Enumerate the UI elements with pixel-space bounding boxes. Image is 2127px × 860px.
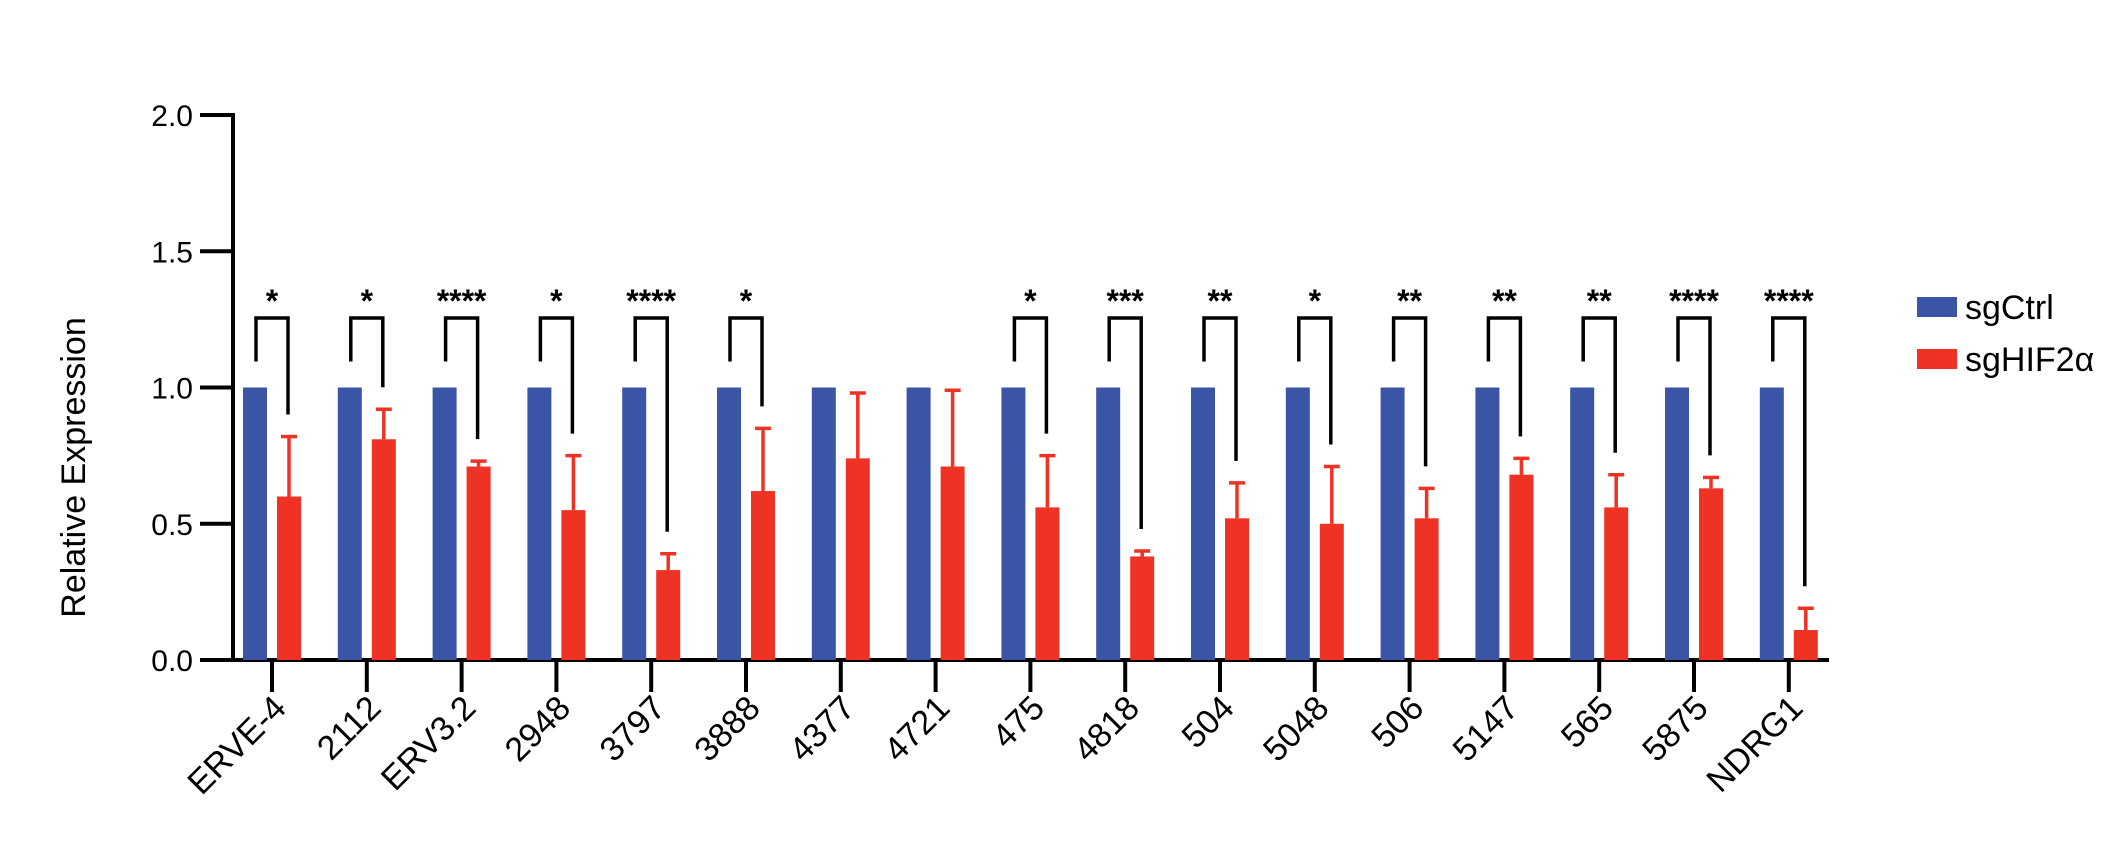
bar-sgctrl xyxy=(622,387,647,660)
significance-label: * xyxy=(550,283,563,319)
x-tick-label: NDRG1 xyxy=(1699,689,1810,800)
bar-sghif2a xyxy=(845,458,870,660)
x-tick-label: 4721 xyxy=(877,689,957,769)
x-tick-label: 5048 xyxy=(1256,689,1336,769)
bar-sghif2a xyxy=(371,439,396,660)
x-tick-label: 504 xyxy=(1175,689,1242,756)
x-tick-label: 506 xyxy=(1364,689,1431,756)
bar-sgctrl xyxy=(1759,387,1784,660)
significance-label: **** xyxy=(1669,283,1719,319)
bar-sgctrl xyxy=(337,387,362,660)
y-tick-label: 1.0 xyxy=(151,373,193,406)
significance-label: * xyxy=(1309,283,1322,319)
legend-swatch-sgctrl xyxy=(1917,297,1957,317)
significance-label: ** xyxy=(1492,283,1517,319)
significance-label: **** xyxy=(626,283,676,319)
x-tick-label: 3888 xyxy=(687,689,767,769)
bar-sghif2a xyxy=(1414,518,1439,660)
bar-sghif2a xyxy=(1699,488,1723,660)
significance-bracket xyxy=(1012,316,1049,434)
bars-layer xyxy=(243,387,1818,660)
significance-label: * xyxy=(1024,283,1037,319)
significance-bracket xyxy=(1486,316,1523,437)
significance-bracket xyxy=(728,316,764,407)
bar-sghif2a xyxy=(1509,474,1534,660)
significance-label: * xyxy=(740,283,753,319)
x-tick-label: 2948 xyxy=(498,689,578,769)
x-tick-label: 5147 xyxy=(1446,689,1526,769)
x-tick-label: ERVE-4 xyxy=(180,689,293,802)
bar-sgctrl xyxy=(1285,387,1310,660)
bar-sghif2a xyxy=(1130,556,1155,660)
significance-label: **** xyxy=(437,283,487,319)
significance-label: * xyxy=(266,283,279,319)
significance-label: ** xyxy=(1208,283,1233,319)
bar-sgctrl xyxy=(717,387,741,660)
bar-sgctrl xyxy=(1570,387,1595,660)
significance-bracket xyxy=(1107,316,1143,529)
axes-layer: 0.0 0.5 1.0 1.5 2.0 Relative Expression ERVE-4… xyxy=(55,100,1829,802)
significance-bracket xyxy=(1391,316,1428,467)
significance-bracket xyxy=(254,316,290,415)
bar-sghif2a xyxy=(1793,630,1818,660)
x-tick-label: 2112 xyxy=(310,689,389,768)
legend-label: sgCtrl xyxy=(1965,289,2054,327)
bar-sghif2a xyxy=(466,466,491,660)
bar-sgctrl xyxy=(1475,387,1500,660)
significance-bracket xyxy=(349,316,385,388)
legend-label: sgHIF2α xyxy=(1965,341,2094,379)
bar-sghif2a xyxy=(751,491,775,660)
legend: sgCtrl sgHIF2α xyxy=(1917,289,2094,379)
significance-label: ** xyxy=(1587,283,1612,319)
bar-sghif2a xyxy=(656,570,681,660)
significance-bracket xyxy=(1202,316,1238,461)
bar-sgctrl xyxy=(432,387,457,660)
significance-layer: * * **** * **** * * *** ** * ** ** ** **** **** xyxy=(254,283,1814,587)
bar-sgctrl xyxy=(243,387,267,660)
significance-bracket xyxy=(1581,316,1617,453)
x-tick-label: ERV3.2 xyxy=(374,689,483,798)
y-tick-label: 2.0 xyxy=(151,100,193,133)
bar-sghif2a xyxy=(1604,507,1629,660)
y-tick-label: 0.5 xyxy=(151,509,193,542)
significance-bracket xyxy=(1771,316,1807,587)
significance-bracket xyxy=(443,316,480,440)
significance-label: ** xyxy=(1397,283,1422,319)
bar-sghif2a xyxy=(1225,518,1249,660)
significance-bracket xyxy=(1676,316,1712,456)
x-tick-label: 475 xyxy=(985,689,1052,756)
bar-sghif2a xyxy=(1035,507,1060,660)
bar-sghif2a xyxy=(1319,523,1344,660)
significance-bracket xyxy=(633,316,669,532)
x-tick-label: 4818 xyxy=(1067,689,1147,769)
bar-sghif2a xyxy=(277,496,301,660)
y-tick-label: 1.5 xyxy=(151,236,193,269)
bar-sgctrl xyxy=(1665,387,1689,660)
legend-swatch-sghif2a xyxy=(1917,349,1957,369)
bar-sghif2a xyxy=(940,466,965,660)
significance-bracket xyxy=(538,316,575,434)
bar-sgctrl xyxy=(1096,387,1121,660)
significance-bracket xyxy=(1297,316,1333,445)
bar-sghif2a xyxy=(561,510,586,660)
bar-sgctrl xyxy=(906,387,931,660)
bar-sgctrl xyxy=(811,387,836,660)
y-tick-label: 0.0 xyxy=(151,645,193,678)
bar-sgctrl xyxy=(1001,387,1026,660)
y-axis-title: Relative Expression xyxy=(55,317,93,617)
x-tick-label: 4377 xyxy=(782,689,862,769)
bar-sgctrl xyxy=(1380,387,1405,660)
significance-label: * xyxy=(361,283,374,319)
x-tick-label: 565 xyxy=(1554,689,1621,756)
significance-label: **** xyxy=(1764,283,1814,319)
bar-sgctrl xyxy=(527,387,552,660)
significance-label: *** xyxy=(1107,283,1145,319)
x-tick-label: 5875 xyxy=(1635,689,1715,769)
x-tick-label: 3797 xyxy=(593,689,673,769)
bar-sgctrl xyxy=(1191,387,1215,660)
